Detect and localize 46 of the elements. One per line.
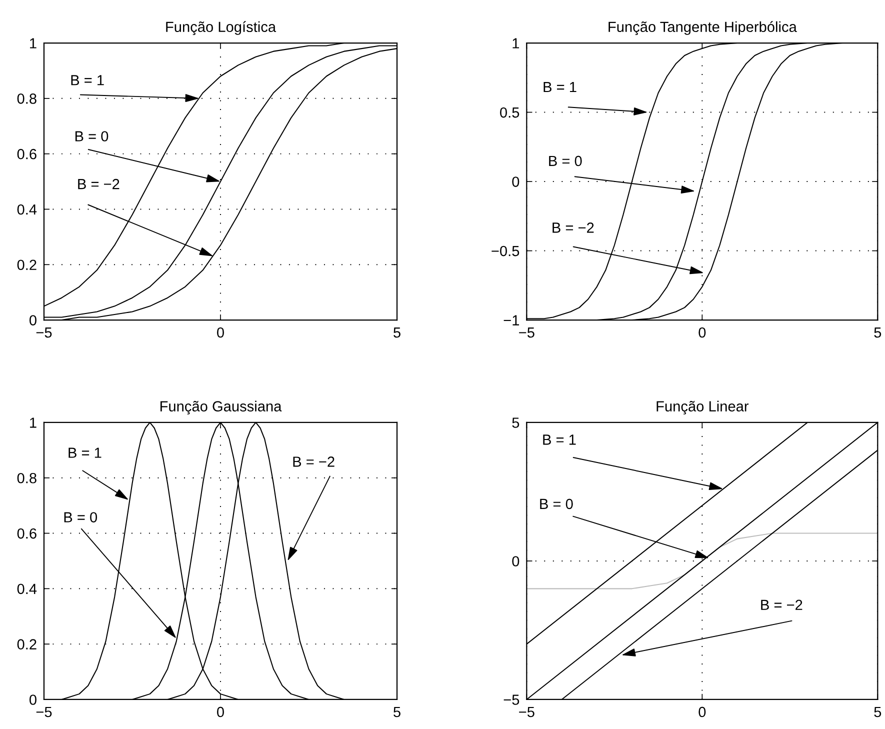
annotation: B = −2 bbox=[552, 222, 594, 233]
y-tick-label: 0 bbox=[512, 176, 520, 187]
annotation: B = −2 bbox=[293, 456, 334, 467]
x-tick-label: 0 bbox=[217, 327, 224, 338]
y-tick-label: 0 bbox=[512, 556, 520, 566]
x-tick-label: 5 bbox=[394, 328, 400, 338]
y-tick-label: −0.5 bbox=[492, 246, 520, 256]
y-tick-label: 0.6 bbox=[17, 528, 36, 539]
y-tick-label: 0 bbox=[30, 315, 36, 326]
y-tick-label: 0.6 bbox=[17, 148, 36, 160]
x-tick-label: −5 bbox=[519, 706, 534, 718]
annotation: B = 0 bbox=[549, 156, 582, 166]
x-tick-label: 5 bbox=[874, 328, 882, 338]
y-tick-label: 0.2 bbox=[17, 260, 36, 270]
x-tick-label: 0 bbox=[698, 706, 706, 718]
chart-title: Função Tangente Hiperbólica bbox=[608, 21, 797, 35]
y-tick-label: −1 bbox=[504, 315, 520, 326]
x-tick-label: −5 bbox=[519, 328, 534, 338]
y-tick-label: 0.4 bbox=[17, 584, 37, 594]
x-tick-label: 0 bbox=[217, 706, 224, 718]
y-tick-label: 0.4 bbox=[17, 204, 37, 215]
annotation: B = 1 bbox=[68, 448, 102, 458]
y-tick-label: 0 bbox=[30, 694, 36, 705]
x-tick-label: 5 bbox=[874, 706, 882, 718]
y-tick-label: 0.2 bbox=[17, 639, 36, 650]
annotation: B = −2 bbox=[78, 178, 120, 190]
annotation: B = 1 bbox=[71, 75, 104, 86]
x-tick-label: 5 bbox=[394, 706, 400, 718]
annotation: B = 0 bbox=[64, 512, 98, 522]
y-tick-label: 0.8 bbox=[17, 472, 36, 484]
chart-title: Função Linear bbox=[656, 400, 749, 414]
y-tick-label: 0.5 bbox=[500, 107, 520, 118]
annotation: B = 1 bbox=[544, 82, 576, 92]
annotation: B = 1 bbox=[543, 434, 576, 445]
y-tick-label: 0.8 bbox=[17, 94, 36, 104]
y-tick-label: 1 bbox=[30, 38, 36, 48]
y-tick-label: 1 bbox=[30, 418, 36, 428]
x-tick-label: 0 bbox=[698, 327, 706, 338]
annotation: B = −2 bbox=[761, 600, 802, 610]
y-tick-label: −5 bbox=[504, 694, 520, 705]
annotation: B = 0 bbox=[540, 498, 573, 510]
y-tick-label: 1 bbox=[512, 38, 520, 48]
annotation: B = 0 bbox=[75, 131, 108, 142]
chart-title: Função Gaussiana bbox=[160, 400, 282, 414]
y-tick-label: 5 bbox=[512, 418, 520, 428]
chart-title: Função Logística bbox=[166, 21, 276, 35]
